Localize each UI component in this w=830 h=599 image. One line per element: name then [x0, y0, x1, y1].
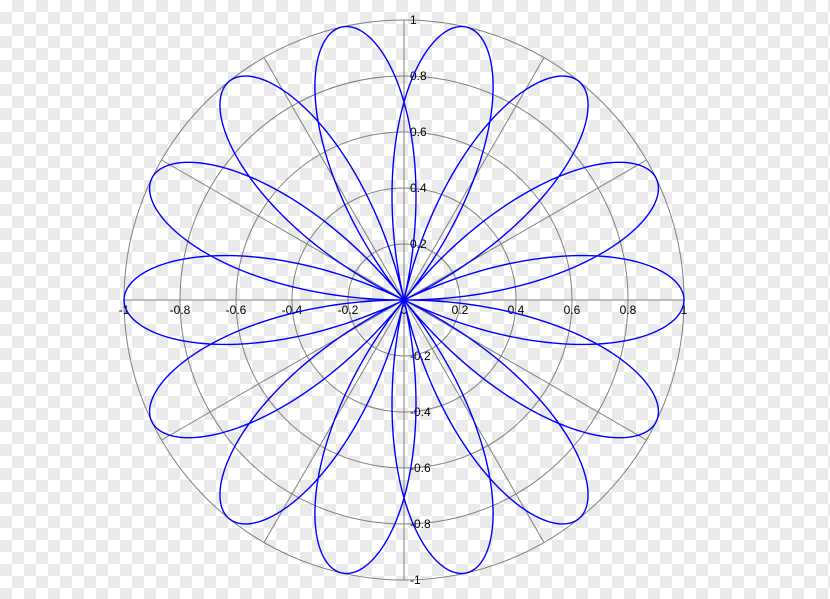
grid-spoke	[404, 160, 646, 300]
x-tick-label: -0.8	[170, 303, 191, 317]
x-tick-label: -0.6	[226, 303, 247, 317]
y-tick-label: -0.4	[410, 405, 431, 419]
grid-spoke	[404, 300, 646, 440]
y-tick-label: 0.6	[410, 125, 427, 139]
x-tick-label: 0.2	[452, 303, 469, 317]
x-tick-label: -0.2	[338, 303, 359, 317]
x-tick-label: 0.8	[620, 303, 637, 317]
x-tick-label: 0.6	[564, 303, 581, 317]
polar-rose-chart: -1-0.8-0.6-0.4-0.200.20.40.60.81-1-0.8-0…	[0, 0, 830, 599]
grid-spoke	[162, 160, 404, 300]
y-tick-label: -1	[410, 573, 421, 587]
y-tick-label: 1	[410, 13, 417, 27]
y-tick-label: 0.4	[410, 181, 427, 195]
grid-spoke	[162, 300, 404, 440]
y-tick-label: -0.6	[410, 461, 431, 475]
